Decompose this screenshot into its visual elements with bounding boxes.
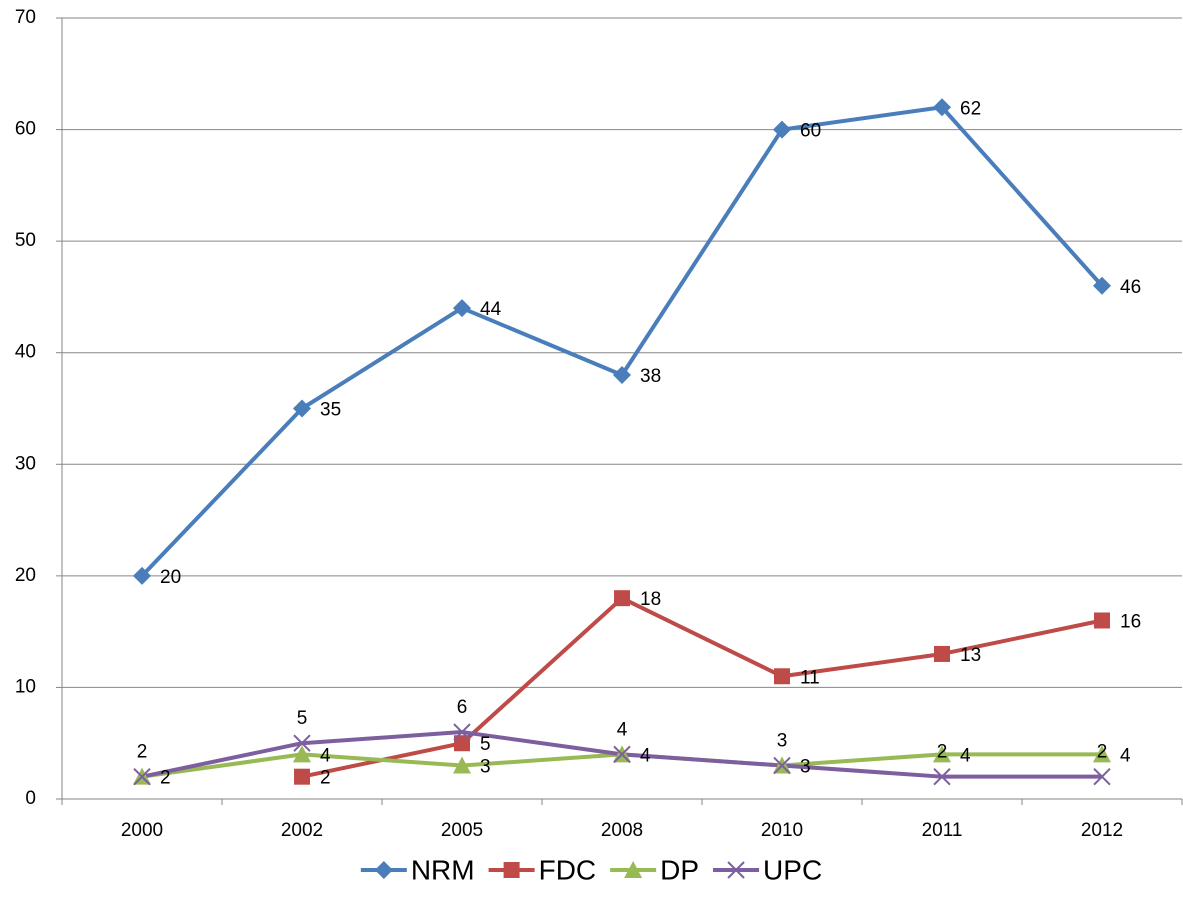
point xyxy=(293,745,311,763)
data-label: 3 xyxy=(800,757,811,778)
legend-label: FDC xyxy=(539,854,597,885)
x-tick-label: 2010 xyxy=(761,820,803,841)
legend: NRM FDC DP UPC xyxy=(360,854,822,885)
data-label: 62 xyxy=(960,98,981,119)
y-tick-label: 30 xyxy=(15,453,36,474)
legend-marker xyxy=(624,861,643,878)
point xyxy=(1094,612,1110,629)
legend-marker xyxy=(503,862,520,878)
y-tick-label: 40 xyxy=(15,342,36,363)
point xyxy=(1093,767,1111,786)
x-tick-label: 2011 xyxy=(922,820,963,841)
data-label: 4 xyxy=(617,719,628,740)
point xyxy=(773,120,791,139)
point xyxy=(933,745,951,763)
point xyxy=(1093,745,1111,763)
point xyxy=(614,590,630,607)
legend-label: NRM xyxy=(411,854,475,885)
legend-label: UPC xyxy=(763,854,822,885)
data-label: 20 xyxy=(160,567,181,588)
x-tick-label: 2012 xyxy=(1081,820,1123,841)
data-label: 46 xyxy=(1120,277,1141,298)
legend-marker xyxy=(727,861,745,879)
x-tick-label: 2002 xyxy=(281,820,323,841)
data-label: 44 xyxy=(480,299,502,320)
data-label: 6 xyxy=(457,697,468,718)
point xyxy=(453,756,471,774)
series-line xyxy=(140,105,1104,578)
data-label: 5 xyxy=(297,708,308,729)
y-tick-label: 60 xyxy=(15,119,36,140)
point xyxy=(293,734,311,752)
data-label: 2 xyxy=(1097,742,1108,763)
data-label: 11 xyxy=(800,667,820,688)
legend-marker xyxy=(374,861,393,879)
point xyxy=(293,399,311,418)
data-label: 3 xyxy=(480,757,491,778)
x-tick-label: 2008 xyxy=(601,820,643,841)
data-label: 5 xyxy=(480,734,491,755)
point xyxy=(934,645,950,662)
point xyxy=(774,668,790,685)
data-label: 2 xyxy=(320,768,331,789)
data-label: 4 xyxy=(320,745,331,766)
point xyxy=(133,566,151,585)
point xyxy=(454,735,470,752)
point xyxy=(294,768,310,785)
point xyxy=(933,767,951,786)
point xyxy=(613,745,631,764)
data-label: 4 xyxy=(960,745,971,766)
series-line xyxy=(301,596,1103,779)
data-label: 3 xyxy=(777,731,788,752)
data-label: 2 xyxy=(137,742,148,763)
data-label: 4 xyxy=(1120,745,1131,766)
x-tick-label: 2000 xyxy=(121,820,163,841)
y-tick-label: 0 xyxy=(25,788,36,809)
data-label: 38 xyxy=(640,366,661,387)
point xyxy=(453,299,471,318)
data-label: 4 xyxy=(640,745,651,766)
y-tick-label: 10 xyxy=(15,676,36,697)
point xyxy=(133,767,151,786)
y-tick-label: 70 xyxy=(15,7,36,28)
data-label: 60 xyxy=(800,121,821,142)
data-label: 35 xyxy=(320,400,341,421)
point xyxy=(453,723,471,741)
point xyxy=(613,366,631,385)
point xyxy=(773,756,791,775)
y-tick-label: 20 xyxy=(15,565,36,586)
point xyxy=(933,98,951,117)
y-tick-label: 50 xyxy=(15,230,36,251)
data-label: 18 xyxy=(640,589,661,610)
x-tick-label: 2005 xyxy=(441,820,483,841)
point xyxy=(1093,276,1111,295)
data-label: 13 xyxy=(960,645,981,666)
legend-label: DP xyxy=(660,854,699,885)
data-label: 16 xyxy=(1120,612,1141,633)
data-label: 2 xyxy=(937,742,948,763)
data-label: 2 xyxy=(160,768,171,789)
